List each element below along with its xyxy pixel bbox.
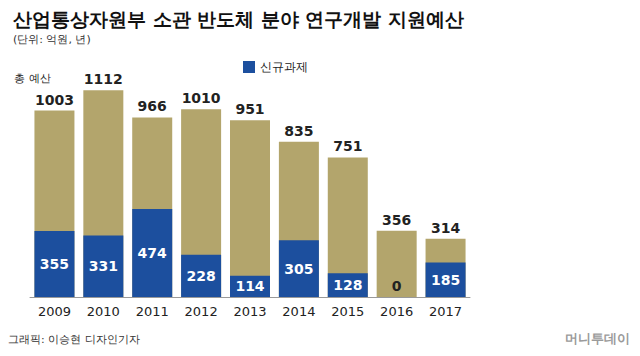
svg-text:2015: 2015	[331, 304, 364, 319]
svg-text:머니투데이: 머니투데이	[565, 331, 630, 346]
svg-text:331: 331	[89, 258, 118, 274]
svg-text:2016: 2016	[380, 304, 413, 319]
svg-text:2017: 2017	[429, 304, 462, 319]
svg-text:2014: 2014	[282, 304, 315, 319]
svg-text:신규과제: 신규과제	[260, 60, 308, 74]
svg-text:751: 751	[333, 138, 362, 154]
svg-text:356: 356	[382, 212, 411, 228]
svg-text:355: 355	[40, 256, 69, 272]
svg-text:2012: 2012	[185, 304, 218, 319]
svg-text:228: 228	[186, 268, 215, 284]
svg-text:0: 0	[392, 278, 402, 294]
svg-text:그래픽: 이승현 디자인기자: 그래픽: 이승현 디자인기자	[8, 333, 140, 346]
svg-text:1010: 1010	[182, 90, 221, 106]
svg-text:총 예산: 총 예산	[14, 72, 51, 85]
svg-text:2011: 2011	[136, 304, 169, 319]
svg-text:474: 474	[138, 245, 167, 261]
svg-text:2010: 2010	[87, 304, 120, 319]
svg-text:1112: 1112	[84, 71, 123, 87]
svg-text:1003: 1003	[35, 92, 74, 108]
svg-text:185: 185	[431, 272, 460, 288]
svg-text:314: 314	[431, 220, 460, 236]
svg-text:114: 114	[235, 278, 264, 294]
svg-text:128: 128	[333, 277, 362, 293]
svg-text:산업통상자원부 소관 반도체 분야 연구개발 지원예산: 산업통상자원부 소관 반도체 분야 연구개발 지원예산	[13, 8, 464, 30]
svg-text:835: 835	[284, 123, 313, 139]
svg-text:966: 966	[138, 98, 167, 114]
svg-text:951: 951	[235, 101, 264, 117]
svg-text:2013: 2013	[233, 304, 266, 319]
svg-text:2009: 2009	[38, 304, 71, 319]
svg-text:305: 305	[284, 261, 313, 277]
svg-text:(단위: 억원, 년): (단위: 억원, 년)	[13, 33, 91, 46]
